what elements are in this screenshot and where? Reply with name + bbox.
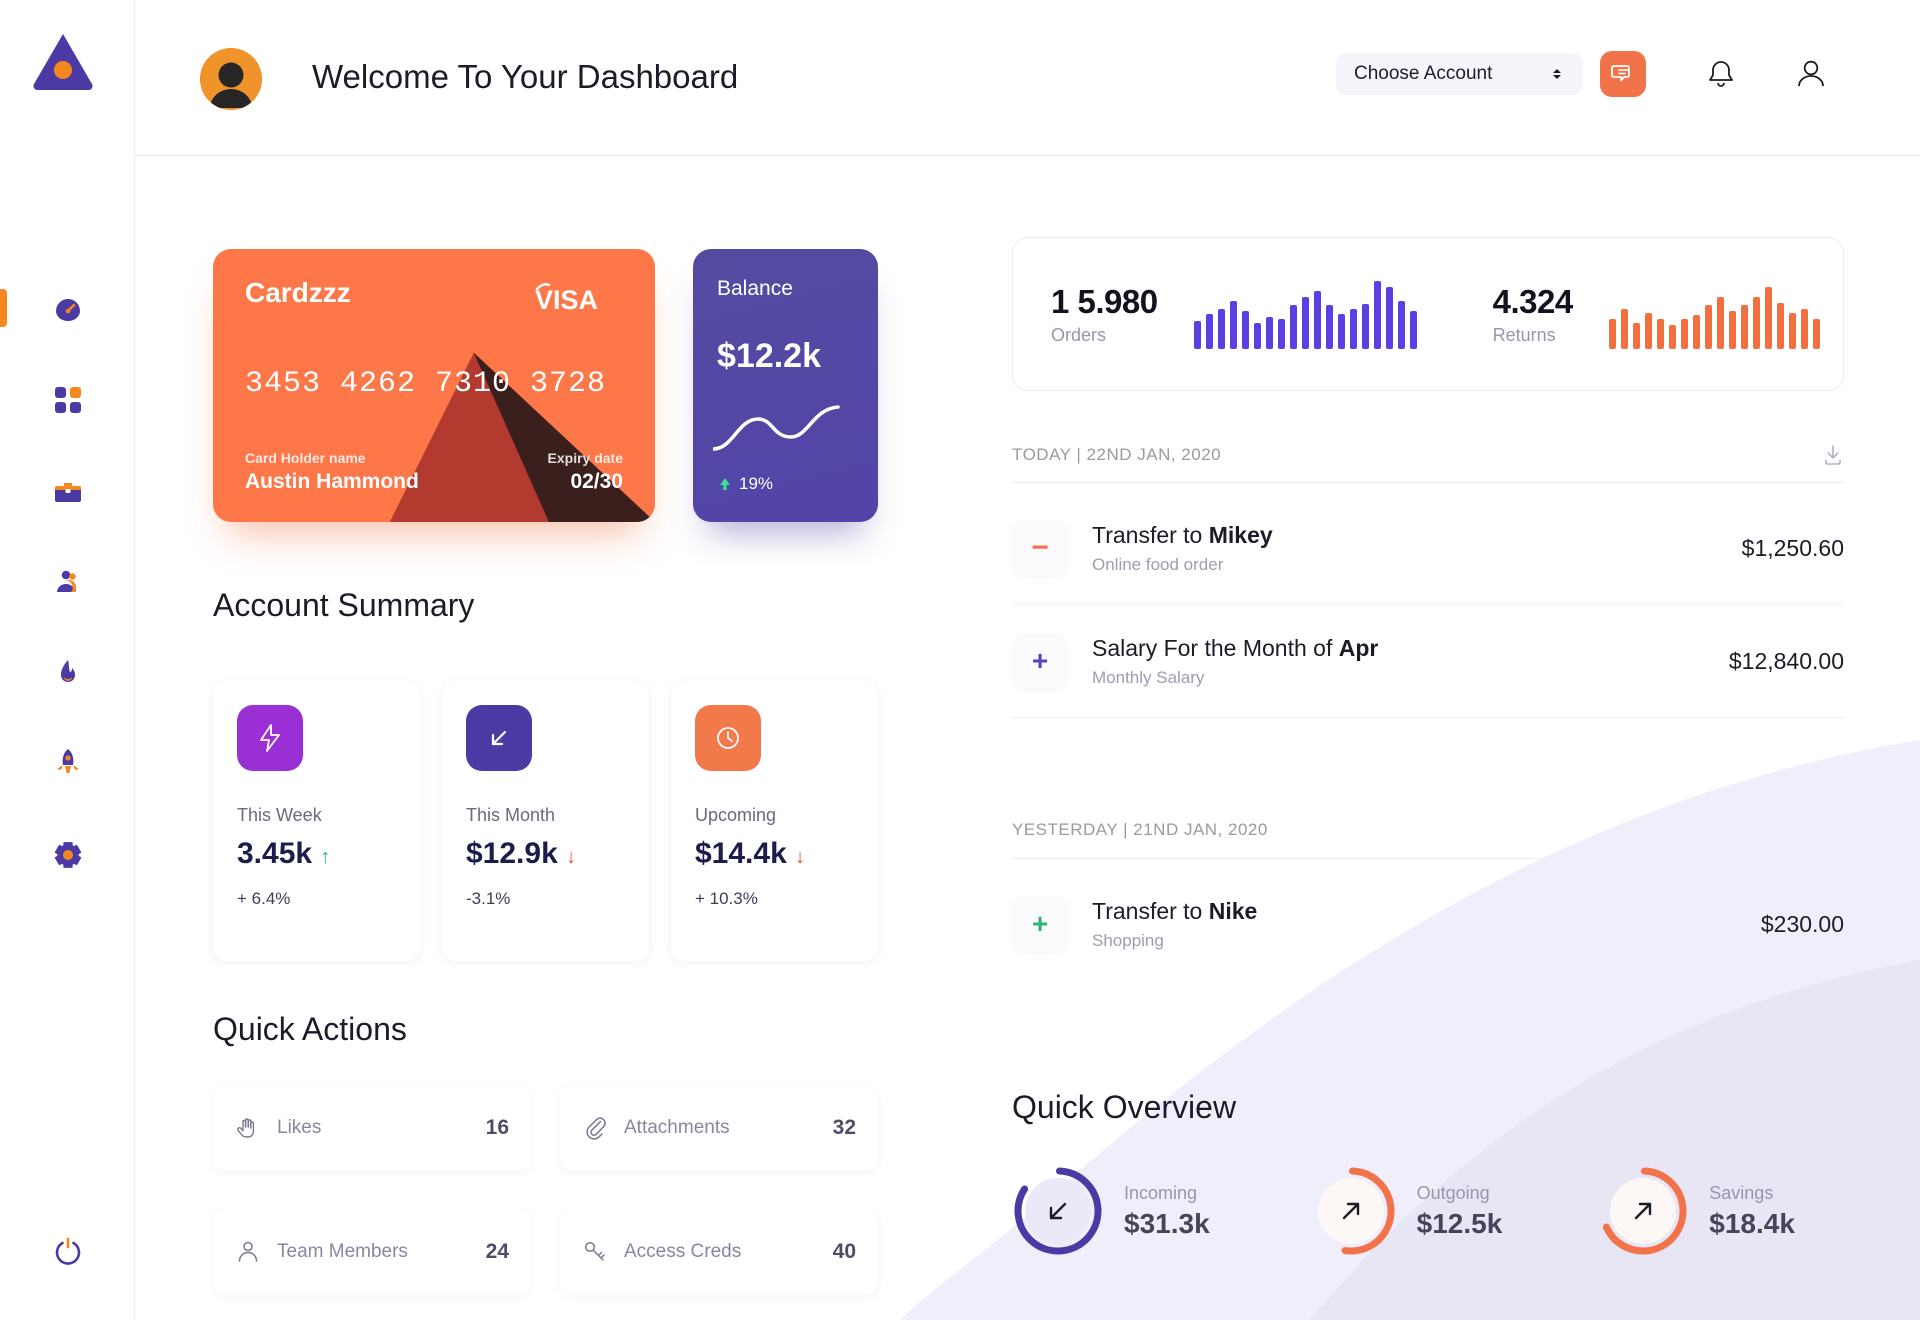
svg-text:VISA: VISA [535,285,598,315]
